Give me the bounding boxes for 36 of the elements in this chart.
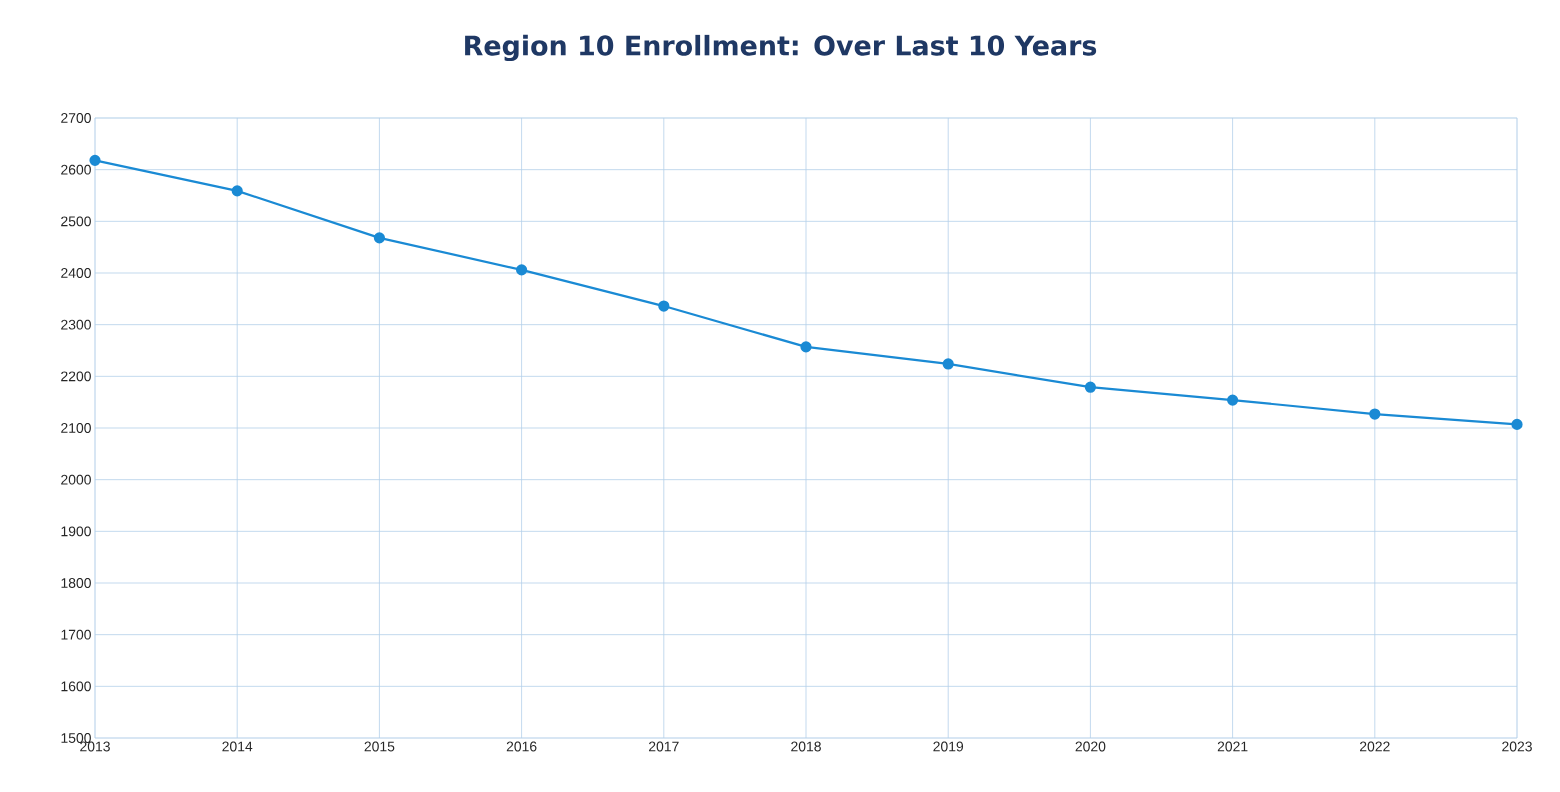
y-tick-label: 2100	[61, 423, 91, 433]
y-tick-label: 2700	[61, 113, 91, 123]
x-tick-label: 2019	[933, 741, 964, 752]
point	[658, 300, 670, 312]
point	[1084, 381, 1097, 393]
x-tick-label: 2021	[1217, 741, 1248, 752]
x-tick-label: 2014	[222, 741, 253, 752]
point	[89, 154, 101, 166]
y-tick-label: 2200	[61, 371, 91, 382]
x-tick-label: 2013	[80, 741, 110, 752]
point	[1227, 394, 1239, 406]
y-tick-label: 2300	[61, 319, 91, 330]
x-tick-label: 2017	[648, 741, 679, 752]
y-tick-label: 1700	[61, 629, 91, 640]
y-tick-label: 1600	[61, 681, 91, 692]
point	[942, 358, 954, 370]
point	[516, 264, 528, 276]
y-tick-label: 1500	[61, 733, 91, 743]
x-tick-label: 2016	[506, 741, 537, 752]
x-tick-label: 2023	[1502, 741, 1532, 752]
y-tick-label: 2400	[61, 268, 91, 278]
y-tick-label: 2000	[61, 474, 91, 485]
y-tick-label: 1800	[61, 578, 91, 588]
x-tick-label: 2018	[791, 741, 821, 752]
point	[1511, 418, 1523, 430]
y-tick-label: 2500	[61, 216, 91, 227]
point	[1369, 408, 1381, 420]
chart-title: Region 10 Enrollment: Over Last 10 Years	[465, 34, 1097, 62]
x-tick-label: 2022	[1360, 741, 1390, 752]
point	[231, 185, 243, 197]
point	[373, 232, 385, 244]
x-tick-label: 2020	[1075, 741, 1106, 752]
x-tick-label: 2015	[364, 741, 395, 752]
y-tick-label: 1900	[61, 526, 91, 537]
y-tick-label: 2600	[61, 164, 91, 175]
point	[800, 341, 812, 353]
